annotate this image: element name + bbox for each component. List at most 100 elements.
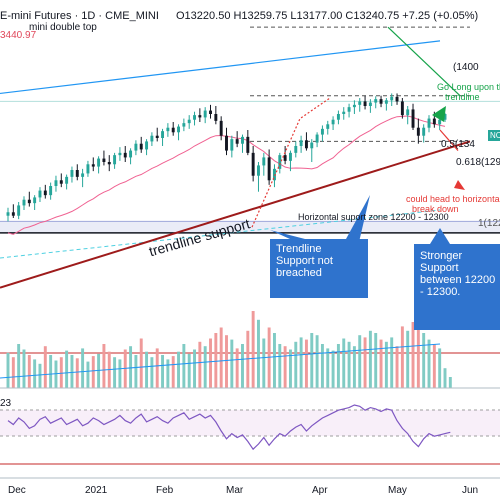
volume-bar	[187, 353, 191, 388]
ohlc-readout: O13220.50 H13259.75 L13177.00 C13240.75 …	[176, 10, 479, 22]
candle-body	[91, 164, 95, 167]
time-tick-apr: Apr	[312, 485, 328, 496]
volume-bar	[384, 341, 388, 388]
volume-bar	[416, 324, 420, 388]
go-long-note: Go Long upon the trendline	[437, 82, 500, 102]
candle-body	[379, 99, 383, 104]
candle-body	[299, 140, 303, 146]
rsi-value-label: 23	[0, 398, 12, 409]
green-arrow-head	[432, 106, 446, 122]
volume-bar	[6, 352, 10, 388]
candle-body	[400, 101, 404, 116]
candle-body	[283, 155, 287, 161]
candle-body	[203, 110, 207, 118]
candle-body	[326, 124, 330, 129]
volume-bar	[230, 339, 234, 388]
volume-bar	[155, 348, 159, 388]
volume-bar	[299, 337, 303, 388]
candle-body	[6, 212, 10, 216]
candle-body	[22, 199, 26, 206]
candle-body	[134, 143, 138, 151]
candle-body	[193, 115, 196, 120]
candle-body	[384, 100, 388, 104]
head-horizontal-note: could head to horizontal break down	[406, 194, 500, 214]
callout-2-line-3: between 12200	[420, 274, 496, 286]
volume-bar	[347, 341, 351, 388]
volume-bar	[272, 333, 276, 388]
fib-level-0618: 0.618(129	[456, 157, 500, 168]
lower-channel-dashed-line	[0, 209, 441, 259]
candle-body	[209, 110, 212, 114]
volume-bar	[59, 357, 63, 388]
volume-bar	[118, 359, 122, 388]
volume-bar	[406, 330, 410, 388]
volume-bar	[43, 346, 47, 388]
volume-bar	[235, 348, 239, 388]
callout-trendline[interactable]: Trendline Support not breached	[270, 239, 368, 298]
volume-bar	[91, 356, 95, 388]
candle-body	[182, 123, 186, 127]
candle-body	[97, 158, 101, 167]
candle-body	[422, 127, 426, 136]
rsi-line	[7, 404, 451, 451]
volume-bar	[320, 344, 324, 388]
candle-body	[177, 126, 181, 133]
callout-stronger-support[interactable]: Stronger Support between 12200 - 12300.	[414, 244, 500, 330]
candle-body	[86, 164, 90, 174]
fib-level-1: (1400	[453, 62, 479, 73]
volume-bar	[113, 357, 117, 388]
volume-bar	[342, 338, 346, 388]
candle-body	[123, 152, 127, 158]
volume-bar	[219, 327, 223, 388]
volume-bar	[427, 339, 431, 388]
volume-bar	[97, 353, 101, 388]
head-horizontal-line-2: break down	[412, 204, 459, 214]
symbol-title[interactable]: E-mini Futures · 1D · CME_MINI	[0, 10, 159, 22]
volume-bar	[331, 350, 335, 388]
volume-bar	[86, 361, 90, 388]
candle-body	[118, 152, 122, 156]
candle-body	[230, 139, 234, 151]
indicator-label[interactable]: mini double top	[29, 22, 97, 33]
time-tick-mar: Mar	[226, 485, 244, 496]
candle-body	[246, 136, 250, 153]
volume-bar	[246, 330, 250, 388]
candle-body	[139, 143, 143, 150]
red-arrow-head	[454, 180, 465, 190]
candle-body	[54, 180, 58, 186]
time-tick-jun: Jun	[462, 485, 479, 496]
volume-bar	[374, 333, 378, 388]
candle-body	[81, 173, 85, 177]
candle-body	[59, 180, 63, 184]
candle-body	[416, 127, 420, 136]
volume-bar	[251, 311, 255, 388]
volume-bar	[161, 355, 165, 388]
callout-2-pointer	[430, 228, 450, 244]
candle-body	[65, 176, 69, 184]
candle-body	[294, 146, 298, 153]
volume-bar	[432, 344, 436, 388]
candle-body	[107, 162, 111, 165]
candle-body	[75, 170, 79, 177]
volume-bar	[400, 326, 404, 388]
volume-bar	[358, 335, 362, 388]
candle-body	[272, 168, 276, 181]
candle-body	[27, 199, 31, 204]
volume-bar	[310, 333, 314, 388]
candle-body	[145, 141, 149, 150]
volume-bar	[81, 348, 85, 388]
candle-body	[113, 155, 117, 165]
candle-body	[198, 115, 202, 118]
volume-bar	[182, 344, 186, 388]
volume-bar	[11, 357, 15, 388]
volume-bar	[304, 339, 308, 388]
candle-body	[342, 111, 346, 114]
go-long-line-2: trendline	[445, 92, 480, 102]
trendline-support-line	[0, 140, 471, 289]
candle-body	[438, 119, 442, 125]
volume-bar	[33, 359, 37, 388]
candle-body	[352, 104, 356, 108]
fib-level-right: 1(122	[478, 218, 500, 229]
